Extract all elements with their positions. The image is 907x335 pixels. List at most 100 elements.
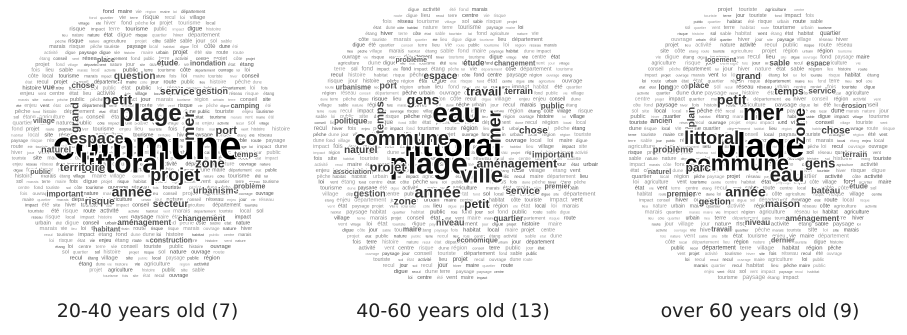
- cloud-filler-word: vie: [856, 61, 861, 66]
- cloud-word: érosion: [841, 103, 866, 110]
- cloud-filler-word: dune: [831, 108, 845, 114]
- cloud-filler-word: côte: [28, 74, 39, 80]
- cloud-filler-word: fois: [769, 251, 777, 256]
- cloud-filler-word: jour: [754, 37, 763, 42]
- cloud-filler-word: fond: [775, 14, 782, 18]
- cloud-filler-word: région: [809, 67, 823, 73]
- cloud-filler-word: local: [240, 209, 251, 215]
- cloud-filler-word: paysage: [502, 162, 522, 168]
- cloud-filler-word: centre: [67, 150, 81, 156]
- cloud-filler-word: hiver: [437, 144, 450, 150]
- cloud-filler-word: maire: [472, 49, 486, 55]
- cloud-filler-word: village: [828, 126, 841, 131]
- cloud-filler-word: conseil: [520, 192, 536, 198]
- cloud-filler-word: vie: [784, 239, 791, 245]
- cloud-filler-word: route: [793, 19, 806, 25]
- cloud-filler-word: agriculture: [765, 7, 787, 12]
- cloud-filler-word: recul: [423, 138, 432, 143]
- cloud-filler-word: côte: [140, 79, 148, 84]
- cloud-filler-word: site: [579, 144, 587, 150]
- cloud-filler-word: loi: [705, 156, 711, 162]
- cloud-filler-word: sable: [762, 216, 771, 221]
- cloud-filler-word: risque: [549, 216, 560, 221]
- cloud-filler-word: local: [535, 204, 545, 210]
- cloud-filler-word: réseau: [680, 138, 698, 144]
- cloud-filler-word: conseil: [797, 216, 814, 222]
- cloud-filler-word: ouvrage: [869, 144, 888, 150]
- cloud-filler-word: dune: [673, 168, 684, 174]
- cloud-filler-word: touriste: [704, 13, 717, 18]
- cloud-filler-word: nature: [720, 43, 735, 49]
- cloud-filler-word: ouvrage: [671, 37, 693, 43]
- cloud-filler-word: risque: [736, 221, 753, 227]
- cloud-filler-word: conseil: [54, 144, 67, 149]
- cloud-filler-word: maire: [451, 168, 462, 173]
- cloud-filler-word: activité: [740, 43, 756, 49]
- cloud-filler-word: fond: [459, 7, 469, 13]
- cloud-filler-word: état: [338, 204, 348, 210]
- cloud-filler-word: jour: [511, 239, 521, 245]
- cloud-filler-word: lieu: [580, 174, 588, 180]
- cloud-filler-word: centre: [532, 55, 546, 61]
- cloud-filler-word: conseil: [445, 138, 459, 143]
- cloud-filler-word: urbain: [777, 19, 790, 24]
- cloud-filler-word: été: [16, 104, 21, 108]
- cloud-filler-word: digue: [107, 156, 120, 162]
- cloud-filler-word: jour: [548, 62, 556, 66]
- cloud-filler-word: habitat: [506, 49, 519, 54]
- cloud-filler-word: département: [104, 56, 128, 61]
- cloud-filler-word: recul: [436, 14, 444, 18]
- cloud-filler-word: conseil: [550, 96, 566, 102]
- cloud-filler-word: quartier: [835, 150, 852, 156]
- cloud-filler-word: région: [322, 90, 336, 96]
- cloud-filler-word: centre: [358, 120, 372, 126]
- cloud-filler-word: impact: [630, 162, 646, 168]
- cloud-word: naturel: [648, 169, 671, 176]
- cloud-filler-word: risque: [678, 32, 688, 36]
- cloud-filler-word: pêche: [694, 174, 706, 179]
- cloud-filler-word: paysage: [477, 269, 493, 274]
- cloud-filler-word: enjeu: [99, 238, 112, 244]
- cloud-filler-word: quartier: [720, 162, 740, 168]
- cloud-filler-word: côte: [182, 122, 189, 126]
- cloud-filler-word: site: [201, 156, 209, 162]
- cloud-filler-word: route: [11, 144, 23, 150]
- cloud-word: vue: [43, 85, 55, 92]
- cloud-filler-word: maire: [477, 204, 490, 210]
- cloud-filler-word: loi: [436, 102, 441, 108]
- cloud-filler-word: digue: [665, 55, 680, 61]
- cloud-filler-word: touriste: [842, 84, 858, 89]
- cloud-filler-word: ouvrage: [708, 120, 726, 126]
- cloud-filler-word: terre: [448, 13, 457, 18]
- cloud-filler-word: marais: [733, 114, 748, 120]
- cloud-filler-word: habitat: [331, 211, 342, 215]
- cloud-filler-word: route: [329, 109, 337, 113]
- cloud-filler-word: histoire: [251, 126, 265, 131]
- cloud-filler-word: jour: [347, 79, 358, 85]
- cloud-filler-word: sol: [752, 151, 757, 155]
- cloud-filler-word: activité: [575, 150, 588, 155]
- cloud-filler-word: habitat: [533, 84, 549, 90]
- cloud-filler-word: sable: [810, 19, 823, 25]
- cloud-filler-word: urbain: [119, 226, 130, 231]
- cloud-filler-word: digue: [406, 13, 418, 18]
- cloud-filler-word: vie: [716, 210, 721, 215]
- cloud-filler-word: hiver: [79, 126, 89, 131]
- cloud-filler-word: public: [376, 233, 389, 239]
- cloud-filler-word: sol: [806, 150, 813, 156]
- cloud-filler-word: impact: [67, 162, 81, 167]
- cloud-filler-word: agriculture: [108, 197, 132, 203]
- cloud-filler-word: état: [630, 168, 639, 174]
- cloud-filler-word: côte: [462, 73, 471, 78]
- cloud-filler-word: public: [512, 210, 527, 216]
- cloud-filler-word: risque: [829, 192, 845, 198]
- cloud-word: terrain: [842, 150, 867, 159]
- cloud-filler-word: hiver: [177, 132, 188, 138]
- cloud-filler-word: vent: [758, 31, 768, 37]
- cloud-filler-word: risque: [168, 226, 180, 231]
- cloud-filler-word: risque: [757, 138, 772, 144]
- cloud-filler-word: recul: [710, 258, 718, 262]
- cloud-filler-word: projet: [129, 250, 140, 255]
- cloud-filler-word: hiver: [230, 75, 239, 79]
- cloud-filler-word: ouvrage: [847, 126, 864, 131]
